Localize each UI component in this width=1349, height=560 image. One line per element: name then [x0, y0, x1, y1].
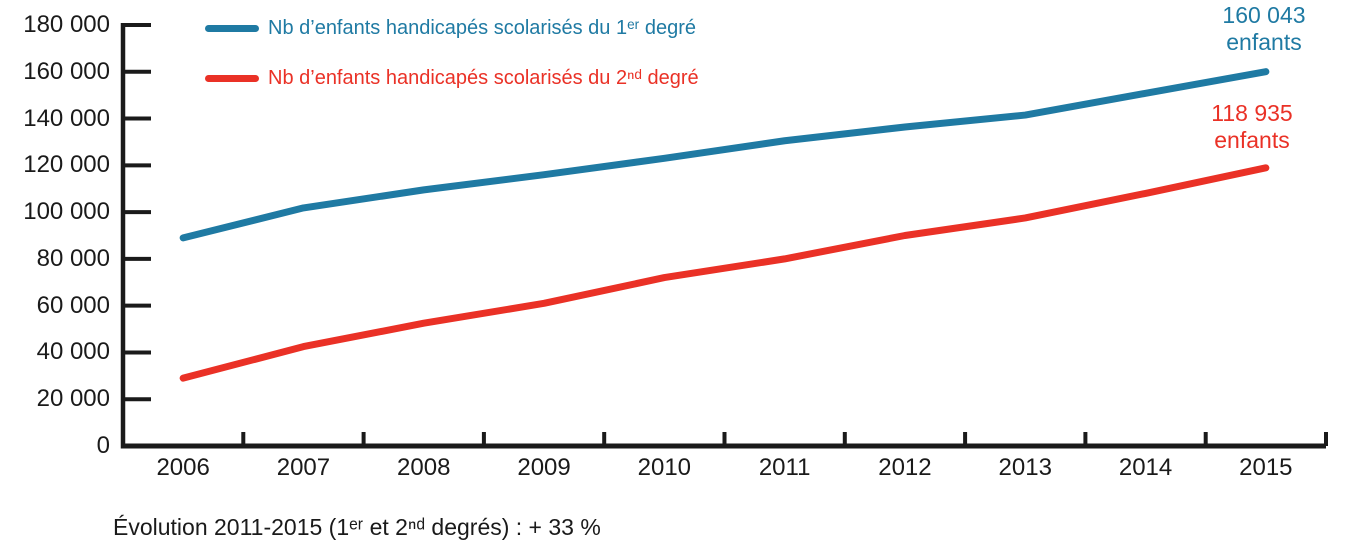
y-tick-label: 0 [96, 432, 110, 459]
series-line [179, 68, 1270, 242]
y-tick-label: 120 000 [23, 151, 110, 179]
x-tick-label: 2009 [517, 454, 571, 481]
x-tick-label: 2008 [397, 454, 451, 481]
legend-swatch-1er-degre-icon [205, 24, 259, 32]
legend-label-2nd-degre: Nb d’enfants handicapés scolarisés du 2ⁿ… [268, 67, 699, 89]
x-tick-label: 2015 [1239, 454, 1293, 481]
legend-swatch-2nd-degre-icon [205, 74, 259, 82]
y-tick-label: 80 000 [36, 244, 110, 272]
x-tick-label: 2006 [156, 454, 210, 481]
x-tick-label: 2012 [878, 454, 932, 481]
x-tick-label: 2013 [998, 454, 1052, 481]
y-tick-label: 20 000 [36, 385, 110, 413]
y-tick-label: 100 000 [23, 198, 110, 226]
y-tick-label: 40 000 [36, 338, 110, 366]
legend-item-1er-degre: Nb d’enfants handicapés scolarisés du 1ᵉ… [205, 16, 696, 40]
y-tick-label: 140 000 [23, 104, 110, 132]
x-tick-label: 2014 [1118, 454, 1173, 481]
series-line [179, 164, 1270, 382]
end-value-label-1er-degre: 160 043 enfants [1222, 2, 1306, 55]
end-value-label-2nd-degre: 118 935 enfants [1211, 100, 1293, 153]
x-tick-label: 2011 [758, 454, 811, 481]
chart-caption: Évolution 2011-2015 (1ᵉʳ et 2ⁿᵈ degrés) … [113, 514, 601, 540]
y-tick-label: 60 000 [36, 291, 110, 319]
legend-item-2nd-degre: Nb d’enfants handicapés scolarisés du 2ⁿ… [205, 66, 699, 90]
y-tick-label: 180 000 [23, 11, 110, 38]
legend-label-1er-degre: Nb d’enfants handicapés scolarisés du 1ᵉ… [268, 17, 697, 39]
y-tick-label: 160 000 [23, 57, 110, 85]
x-tick-label: 2010 [637, 454, 692, 481]
x-tick-label: 2007 [276, 454, 331, 481]
